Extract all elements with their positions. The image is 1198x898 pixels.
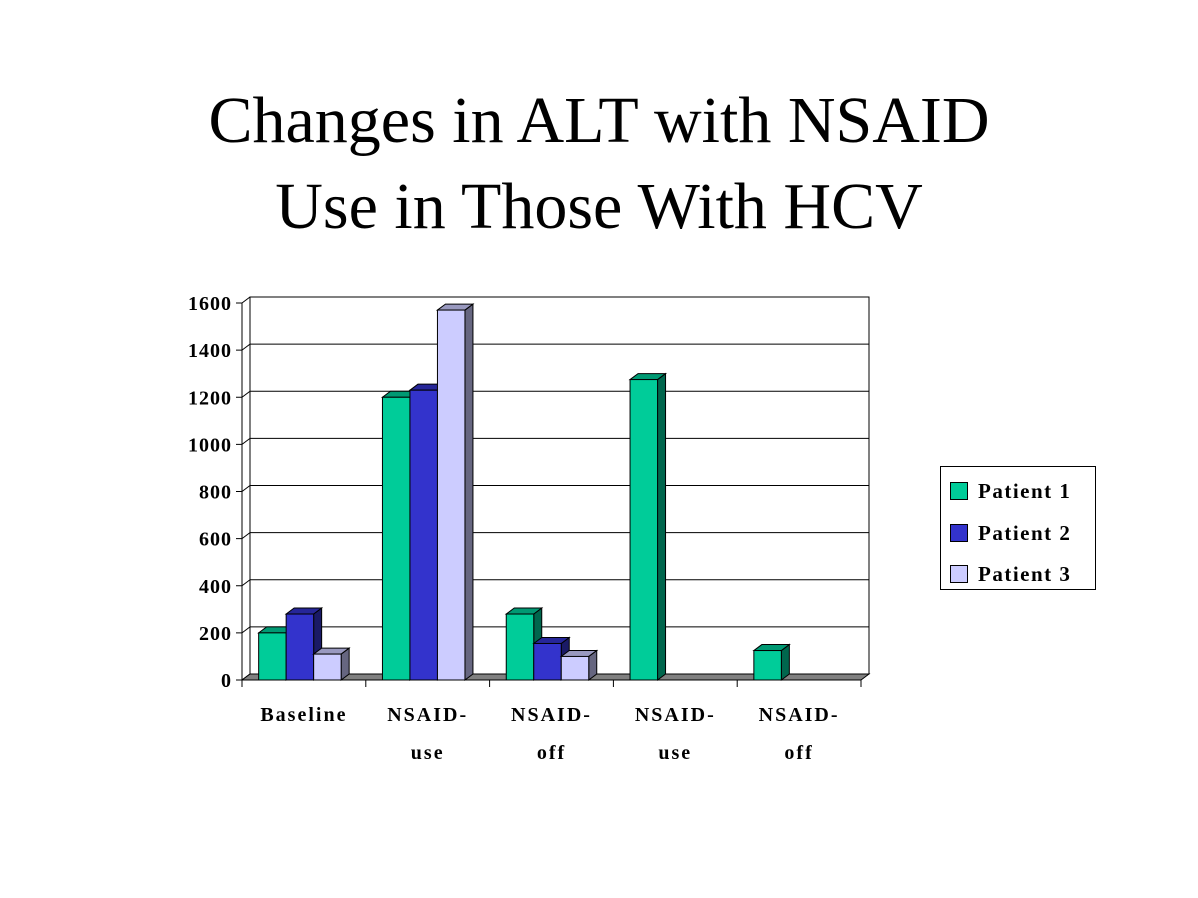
bar-side bbox=[657, 372, 667, 681]
x-tick-label: NSAID- bbox=[387, 704, 468, 726]
y-tick-label: 200 bbox=[199, 623, 232, 645]
legend-item-patient-3: Patient 3 bbox=[950, 562, 1071, 586]
bar bbox=[753, 650, 782, 681]
bar bbox=[258, 632, 287, 681]
y-tick-label: 400 bbox=[199, 576, 232, 598]
x-tick-label: off bbox=[537, 742, 566, 764]
x-tick-label: NSAID- bbox=[635, 704, 716, 726]
x-tick-label: NSAID- bbox=[759, 704, 840, 726]
bar bbox=[436, 309, 466, 681]
bar-side bbox=[464, 303, 474, 681]
slide-title-line-1: Changes in ALT with NSAID bbox=[208, 84, 990, 157]
gridline-depth bbox=[241, 532, 251, 540]
bar bbox=[533, 642, 562, 681]
bar bbox=[313, 653, 342, 681]
legend-label: Patient 2 bbox=[978, 520, 1072, 545]
x-tick-label: off bbox=[784, 742, 813, 764]
bar bbox=[505, 613, 535, 681]
gridline-depth bbox=[241, 579, 251, 587]
gridline-depth bbox=[241, 390, 251, 398]
y-tick-label: 1000 bbox=[188, 434, 232, 456]
legend-swatch-patient-2 bbox=[950, 524, 968, 542]
slide-title: Changes in ALT with NSAID Use in Those W… bbox=[0, 78, 1198, 250]
y-tick-label: 1200 bbox=[188, 387, 232, 409]
y-tick-label: 1600 bbox=[188, 293, 232, 315]
gridline-depth bbox=[241, 296, 251, 304]
y-tick-label: 0 bbox=[221, 670, 232, 692]
bar bbox=[409, 389, 438, 681]
gridline-depth bbox=[241, 437, 251, 445]
legend-item-patient-2: Patient 2 bbox=[950, 521, 1071, 545]
x-tick-label: Baseline bbox=[260, 704, 347, 726]
x-tick-label: use bbox=[411, 742, 445, 764]
y-tick-label: 800 bbox=[199, 482, 232, 504]
bar bbox=[629, 379, 659, 681]
bar bbox=[381, 396, 411, 681]
bar bbox=[285, 613, 315, 681]
gridline-depth bbox=[241, 343, 251, 351]
gridline-depth bbox=[241, 626, 251, 634]
chart-legend: Patient 1 Patient 2 Patient 3 bbox=[940, 466, 1096, 590]
slide-title-line-2: Use in Those With HCV bbox=[275, 170, 923, 243]
legend-label: Patient 3 bbox=[978, 561, 1072, 586]
legend-item-patient-1: Patient 1 bbox=[950, 479, 1071, 503]
legend-label: Patient 1 bbox=[978, 478, 1072, 503]
legend-swatch-patient-1 bbox=[950, 482, 968, 500]
legend-swatch-patient-3 bbox=[950, 565, 968, 583]
x-tick-label: NSAID- bbox=[511, 704, 592, 726]
bar bbox=[560, 655, 590, 681]
x-tick-label: use bbox=[658, 742, 692, 764]
gridline-depth bbox=[241, 485, 251, 492]
y-tick-label: 1400 bbox=[188, 340, 232, 362]
y-tick-label: 600 bbox=[199, 529, 232, 551]
